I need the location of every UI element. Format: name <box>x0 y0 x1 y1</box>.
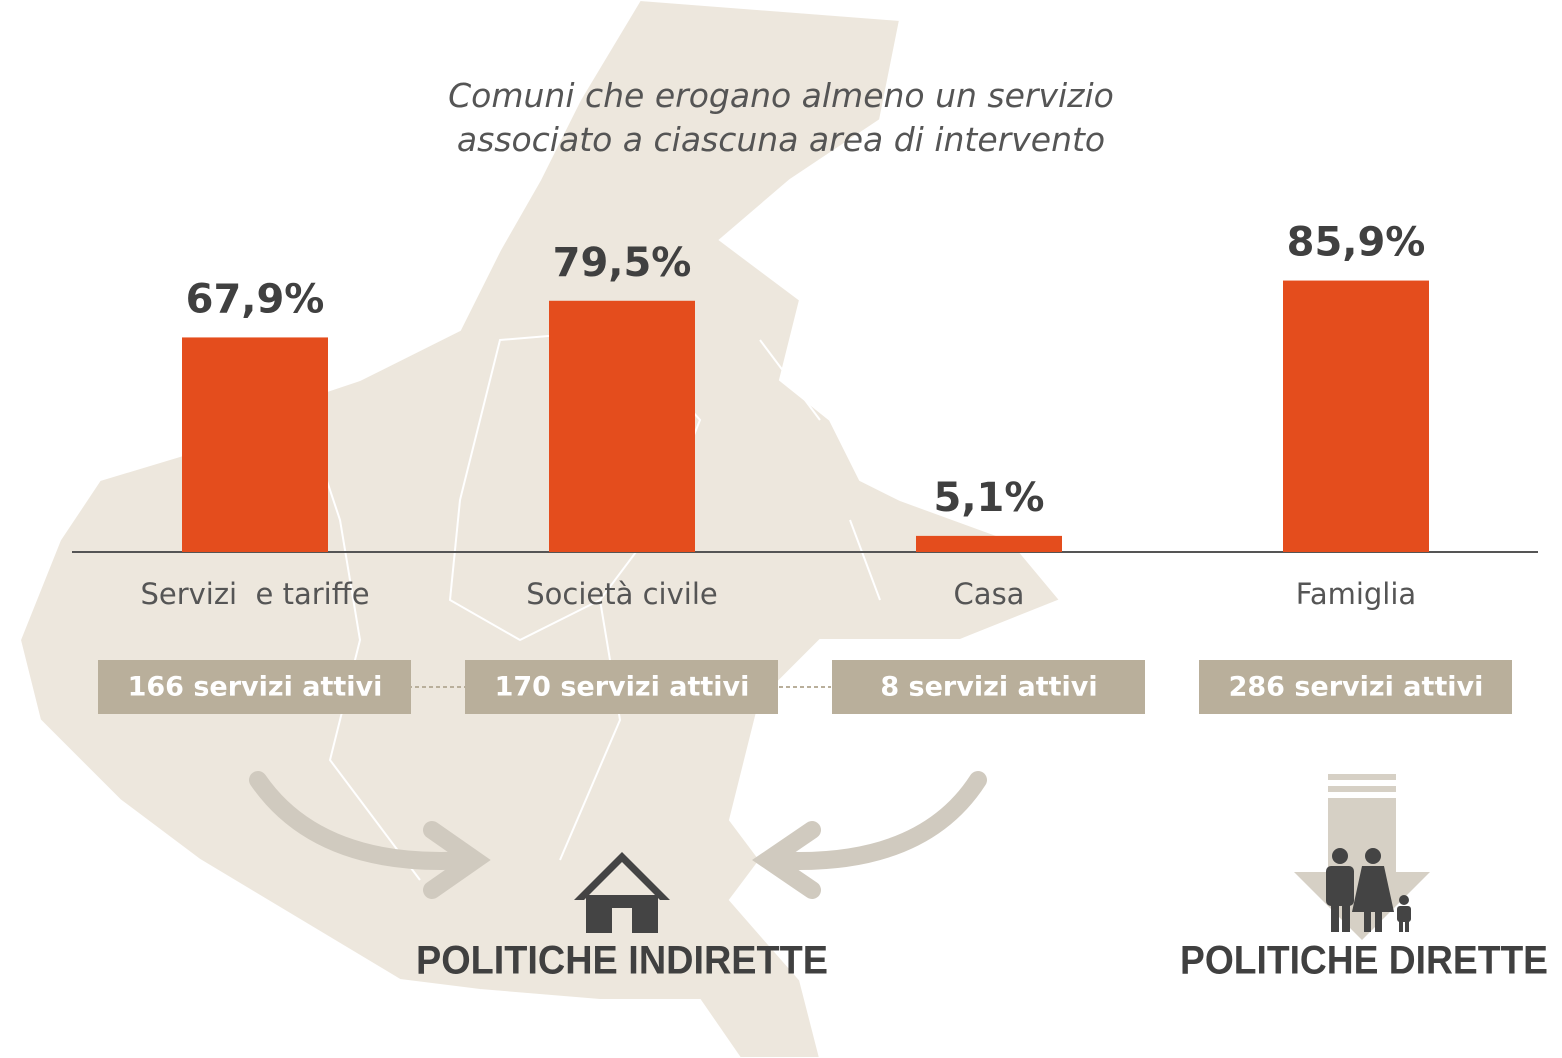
bar <box>549 300 695 552</box>
group-label: POLITICHE INDIRETTE <box>416 939 828 983</box>
value-label: 67,9% <box>186 276 325 322</box>
bar <box>1283 280 1429 552</box>
group-label: POLITICHE DIRETTE <box>1180 939 1548 983</box>
value-label: 5,1% <box>934 475 1045 521</box>
category-label: Servizi e tariffe <box>140 577 369 611</box>
service-box <box>832 660 1145 714</box>
category-label: Società civile <box>526 577 717 611</box>
service-box <box>465 660 778 714</box>
service-label: 286 servizi attivi <box>1229 672 1484 703</box>
family-icon <box>1294 774 1430 940</box>
arrows <box>249 771 987 899</box>
value-label: 85,9% <box>1287 220 1426 266</box>
category-label: Famiglia <box>1296 577 1416 611</box>
service-label: 8 servizi attivi <box>880 672 1097 703</box>
bar <box>916 535 1062 552</box>
service-label: 170 servizi attivi <box>495 672 750 703</box>
category-label: Casa <box>954 577 1025 611</box>
service-box <box>98 660 411 714</box>
bar <box>182 337 328 552</box>
service-label: 166 servizi attivi <box>128 672 383 703</box>
chart-title: Comuni che erogano almeno un servizio as… <box>448 76 1114 159</box>
house-icon <box>574 852 670 933</box>
value-label: 79,5% <box>553 240 692 286</box>
service-box <box>1199 660 1512 714</box>
